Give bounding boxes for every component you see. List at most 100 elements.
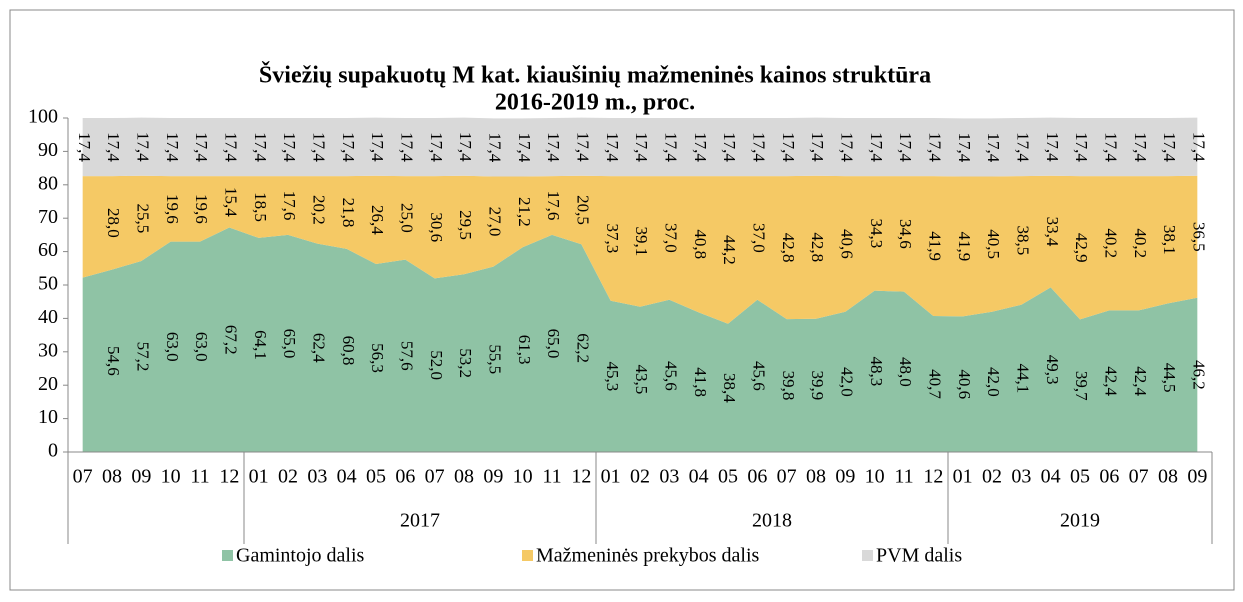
- x-tick-label: 08: [102, 466, 122, 488]
- data-label: 40,2: [1101, 228, 1120, 258]
- data-label: 34,6: [896, 219, 915, 249]
- y-tick-label: 10: [38, 406, 58, 428]
- data-label: 17,4: [397, 132, 416, 162]
- x-tick-label: 10: [161, 466, 181, 488]
- x-tick-label: 09: [483, 466, 503, 488]
- x-tick-label: 02: [982, 466, 1002, 488]
- data-label: 17,4: [925, 132, 944, 162]
- data-label: 17,4: [1043, 132, 1062, 162]
- x-group-label: 2019: [1060, 510, 1100, 532]
- x-tick-label: 03: [1011, 466, 1031, 488]
- x-tick-label: 01: [601, 466, 621, 488]
- data-label: 30,6: [427, 212, 446, 242]
- data-label: 20,2: [309, 195, 328, 225]
- data-label: 18,5: [251, 192, 270, 222]
- data-label: 17,4: [309, 132, 328, 162]
- data-label: 48,0: [896, 357, 915, 387]
- data-label: 62,2: [573, 333, 592, 363]
- data-label: 42,0: [837, 367, 856, 397]
- data-label: 42,9: [1072, 233, 1091, 263]
- data-label: 43,5: [632, 364, 651, 394]
- data-label: 17,4: [779, 132, 798, 162]
- chart-title: Šviežių supakuotų M kat. kiaušinių mažme…: [259, 62, 931, 89]
- legend-label: Gamintojo dalis: [236, 545, 365, 567]
- y-tick-label: 20: [38, 373, 58, 395]
- data-label: 21,8: [339, 198, 358, 228]
- data-label: 38,1: [1160, 225, 1179, 255]
- data-label: 17,4: [573, 132, 592, 162]
- y-tick-label: 0: [48, 440, 58, 462]
- data-label: 45,6: [661, 361, 680, 391]
- x-tick-label: 11: [894, 466, 913, 488]
- data-label: 17,4: [485, 133, 504, 163]
- data-label: 17,4: [368, 132, 387, 162]
- data-label: 17,4: [632, 132, 651, 162]
- x-tick-label: 08: [454, 466, 474, 488]
- data-label: 54,6: [104, 346, 123, 376]
- data-label: 17,4: [720, 132, 739, 162]
- legend-label: Mažmeninės prekybos dalis: [536, 545, 759, 567]
- data-label: 17,4: [808, 132, 827, 162]
- data-label: 41,9: [925, 231, 944, 261]
- x-tick-label: 02: [278, 466, 298, 488]
- x-tick-label: 03: [307, 466, 327, 488]
- data-label: 17,4: [955, 133, 974, 163]
- data-label: 27,0: [485, 207, 504, 237]
- data-label: 25,0: [397, 203, 416, 233]
- data-label: 37,0: [661, 223, 680, 253]
- area: [82, 117, 1198, 177]
- data-label: 17,4: [280, 132, 299, 162]
- data-label: 67,2: [221, 325, 240, 355]
- data-label: 38,4: [720, 373, 739, 403]
- data-label: 20,5: [573, 195, 592, 225]
- data-label: 40,7: [925, 369, 944, 399]
- areas: [82, 117, 1198, 452]
- x-tick-label: 07: [1129, 466, 1149, 488]
- data-label: 17,4: [192, 132, 211, 162]
- data-label: 17,4: [661, 132, 680, 162]
- x-tick-label: 09: [1187, 466, 1207, 488]
- x-tick-label: 08: [806, 466, 826, 488]
- data-label: 63,0: [163, 332, 182, 362]
- x-tick-label: 01: [953, 466, 973, 488]
- y-tick-label: 30: [38, 339, 58, 361]
- data-label: 17,4: [837, 132, 856, 162]
- data-label: 17,4: [515, 133, 534, 163]
- data-label: 17,4: [984, 133, 1003, 163]
- data-label: 37,0: [749, 223, 768, 253]
- x-group-label: 2018: [752, 510, 792, 532]
- data-label: 49,3: [1043, 355, 1062, 385]
- data-label: 17,4: [456, 132, 475, 162]
- data-label: 45,3: [603, 361, 622, 391]
- data-label: 40,6: [955, 369, 974, 399]
- x-tick-label: 02: [630, 466, 650, 488]
- y-tick-label: 50: [38, 273, 58, 295]
- y-tick-label: 100: [28, 106, 58, 128]
- data-label: 17,4: [603, 132, 622, 162]
- x-tick-label: 01: [249, 466, 269, 488]
- x-tick-label: 09: [131, 466, 151, 488]
- data-label: 17,4: [544, 132, 563, 162]
- data-label: 17,4: [75, 132, 94, 162]
- data-label: 17,4: [1160, 132, 1179, 162]
- legend-swatch: [222, 550, 233, 561]
- data-label: 17,4: [251, 132, 270, 162]
- data-label: 44,2: [720, 235, 739, 265]
- data-label: 36,5: [1189, 222, 1208, 252]
- x-tick-label: 05: [718, 466, 738, 488]
- data-label: 46,2: [1189, 360, 1208, 390]
- data-label: 25,5: [133, 203, 152, 233]
- data-label: 42,4: [1131, 366, 1150, 396]
- y-tick-label: 90: [38, 139, 58, 161]
- data-label: 17,4: [749, 132, 768, 162]
- data-label: 17,4: [691, 132, 710, 162]
- data-label: 64,1: [251, 330, 270, 360]
- data-label: 15,4: [221, 187, 240, 217]
- x-tick-label: 09: [835, 466, 855, 488]
- y-tick-label: 40: [38, 306, 58, 328]
- data-label: 42,8: [808, 232, 827, 262]
- data-label: 44,5: [1160, 363, 1179, 393]
- x-tick-label: 05: [366, 466, 386, 488]
- x-tick-label: 12: [571, 466, 591, 488]
